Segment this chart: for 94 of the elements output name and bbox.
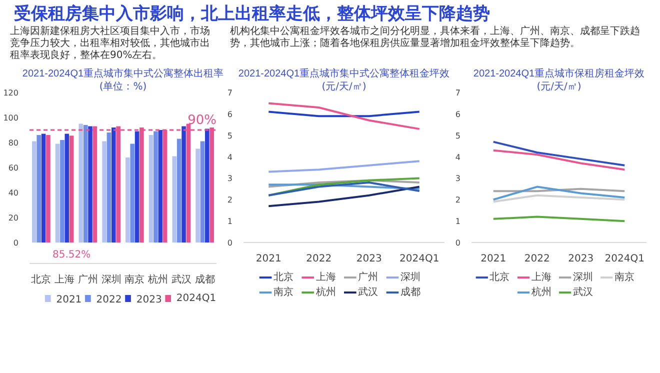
chart-subtitle: (元/天/㎡) [322,82,366,92]
chart-title: 2021-2024Q1重点城市保租房租金坪效 [473,68,645,80]
bar [46,135,50,242]
legend-label: 2021 [56,294,82,306]
y-tick-label: 6 [227,110,233,119]
chart-title: 2021-2024Q1重点城市集中式公寓整体出租率 [22,68,224,80]
bar [158,130,163,242]
chart-title: 2021-2024Q1重点城市集中式公寓整体租金坪效 [238,68,450,80]
bar [130,144,134,242]
x-tick-label: 2022 [306,254,332,264]
line-series [492,149,626,171]
x-tick-label: 2022 [524,254,550,264]
bar [64,134,70,242]
y-tick-label: 40 [8,188,19,198]
x-tick-label: 2024Q1 [400,254,440,264]
line-series [268,186,420,208]
x-tick-label: 杭州 [147,274,168,286]
bar [102,141,106,242]
legend-label: 2023 [136,294,162,306]
legend-label: 武汉 [358,286,378,298]
x-tick-label: 2023 [568,254,594,264]
x-tick-label: 广州 [78,274,98,286]
y-tick-label: 2 [455,196,461,205]
x-tick-label: 北京 [31,274,52,286]
bar [78,124,84,242]
y-tick-label: 100 [3,114,19,122]
x-tick-label: 2024Q1 [604,254,644,264]
y-tick-label: 4 [455,152,461,162]
legend-label: 武汉 [572,286,593,298]
x-tick-label: 2021 [480,254,506,264]
y-tick-label: 6 [455,110,461,119]
y-tick-label: 1 [227,217,233,226]
y-tick-label: 7 [227,88,233,98]
text: 受保租房集中入市影响，北上出租率走低，整体坪效呈下降趋势 [14,4,490,24]
line-series [268,160,420,173]
bar [148,135,154,242]
y-tick-label: 0 [227,238,233,248]
legend-label: 2024Q1 [176,293,216,304]
y-tick-label: 20 [8,214,19,222]
y-tick-label: 2 [227,196,233,205]
line-series [492,140,626,166]
x-tick-label: 成都 [194,274,215,286]
legend-label: 杭州 [314,286,336,298]
bar [126,158,130,242]
bar [36,135,41,242]
y-tick-label: 4 [227,152,233,162]
legend-label: 杭州 [530,286,552,298]
bar [182,126,186,242]
bar [32,141,36,242]
bar [154,131,158,242]
y-tick-label: 7 [455,88,461,98]
x-tick-label: 深圳 [101,274,122,286]
x-tick-label: 南京 [124,274,145,286]
x-tick-label: 2021 [256,254,282,264]
bar [41,134,46,242]
y-tick-label: 1 [455,217,461,226]
bar [69,136,74,242]
legend-label: 南京 [273,286,294,298]
y-tick-label: 5 [455,131,461,140]
bar [112,128,116,242]
legend-label: 2022 [96,294,122,306]
bar [106,132,112,242]
y-tick-label: 80 [8,138,19,148]
y-tick-label: 3 [227,174,233,184]
bar [200,141,205,242]
bar [60,140,64,242]
y-tick-label: 3 [455,174,461,184]
chart-subtitle: (元/天/㎡) [536,82,582,92]
bar [134,131,140,242]
legend-label: 成都 [400,286,420,298]
line-series [268,182,420,196]
bar [205,128,210,242]
x-tick-label: 2023 [356,254,382,264]
bar [88,126,92,242]
text: 上海因新建保租房大社区项目集中入市，市场竞争压力较大，出租率相对较低，其他城市出租率表现良好，整体在90%左右。 [9,26,211,62]
y-tick-label: 60 [8,164,19,172]
x-tick-label: 上海 [54,274,75,286]
bar [172,156,177,242]
line-series [492,194,626,203]
y-tick-label: 0 [13,238,19,248]
line-series [492,186,626,201]
bar [176,138,182,242]
bar [55,144,60,242]
line-series [268,102,420,130]
x-tick-label: 武汉 [171,274,192,286]
bar [196,148,200,242]
data-label: 85.52% [52,250,91,260]
y-tick-label: 5 [227,131,233,140]
y-tick-label: 0 [455,238,461,248]
text: 机构化集中公寓租金坪效各城市之间分化明显，具体来看，上海、广州、南京、成都呈下跌趋势，其他城市上涨；随着各地保租房供应量显著增加租金坪效整体呈下降趋势。 [229,26,641,50]
bar [83,125,88,242]
chart-subtitle: (单位：%) [99,80,147,92]
ref-line-label: 90% [188,113,217,128]
y-tick-label: 120 [3,88,19,98]
